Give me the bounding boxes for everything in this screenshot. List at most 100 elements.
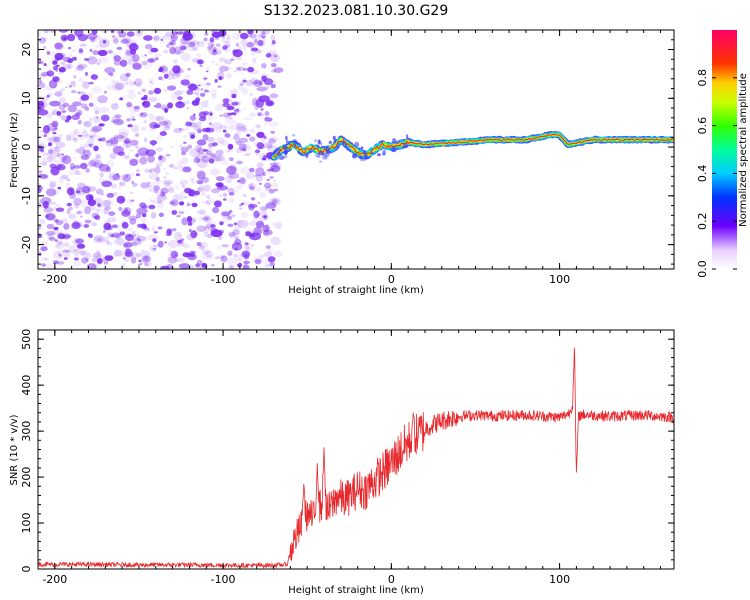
noise-blob: [251, 244, 255, 247]
noise-blob: [109, 137, 119, 145]
noise-blob: [249, 232, 261, 241]
noise-blob: [165, 154, 171, 157]
noise-blob: [137, 91, 142, 95]
noise-blob: [266, 169, 272, 174]
noise-blob: [163, 119, 172, 128]
colorbar-tick-label: 0.2: [696, 212, 709, 230]
noise-blob: [87, 233, 92, 237]
noise-blob: [195, 154, 203, 161]
noise-blob: [101, 239, 110, 244]
noise-blob: [142, 225, 147, 230]
snr-ylabel: SNR (10 * v/v): [9, 414, 20, 485]
noise-blob: [235, 42, 240, 47]
noise-blob: [172, 71, 181, 80]
noise-blob: [93, 235, 104, 243]
noise-blob: [198, 241, 209, 249]
noise-blob: [181, 217, 188, 226]
noise-blob: [150, 30, 160, 33]
noise-blob: [272, 198, 279, 204]
noise-blob: [65, 182, 70, 187]
noise-blob: [155, 162, 163, 168]
noise-blob: [43, 30, 50, 34]
noise-blob: [70, 162, 75, 170]
noise-blob: [77, 77, 84, 83]
noise-blob: [215, 128, 222, 133]
noise-blob: [226, 150, 229, 153]
ridge-blob: [391, 149, 397, 153]
snr-xtick-label: -100: [211, 573, 236, 586]
noise-blob: [137, 238, 141, 241]
noise-blob: [88, 102, 94, 107]
noise-blob: [78, 146, 86, 155]
noise-blob: [163, 49, 169, 54]
noise-blob: [255, 174, 263, 182]
noise-blob: [79, 250, 87, 256]
noise-blob: [94, 198, 102, 204]
ridge-blob: [328, 140, 333, 145]
noise-blob: [243, 67, 248, 71]
noise-blob: [75, 210, 81, 216]
noise-blob: [55, 240, 65, 249]
noise-blob: [180, 238, 184, 241]
colorbar-tick-label: 0.0: [696, 260, 709, 278]
noise-blob: [71, 90, 77, 94]
noise-blob: [221, 214, 231, 224]
ridge-blob: [316, 155, 321, 158]
noise-blob: [149, 81, 152, 84]
noise-blob: [213, 47, 217, 51]
noise-blob: [197, 84, 201, 87]
noise-blob: [76, 65, 85, 72]
noise-blob: [111, 35, 116, 38]
noise-blob: [40, 37, 48, 41]
noise-blob: [236, 219, 244, 226]
noise-blob: [181, 185, 186, 188]
noise-blob: [166, 73, 175, 80]
noise-blob: [180, 79, 190, 86]
noise-blob: [84, 133, 92, 139]
noise-blob: [247, 30, 254, 35]
noise-blob: [92, 162, 104, 168]
noise-blob: [211, 30, 218, 34]
noise-blob: [68, 135, 78, 142]
noise-blob: [202, 216, 210, 221]
noise-blob: [110, 138, 118, 147]
spectrogram-frame: [37, 29, 675, 270]
noise-blob: [111, 115, 121, 123]
noise-blob: [255, 213, 261, 217]
noise-blob: [92, 255, 98, 262]
noise-blob: [95, 154, 101, 159]
noise-blob: [116, 173, 119, 176]
noise-blob: [260, 108, 264, 111]
noise-blob: [48, 148, 53, 155]
noise-blob: [215, 103, 224, 111]
noise-blob: [236, 57, 243, 61]
noise-blob: [76, 210, 83, 214]
noise-blob: [174, 84, 177, 87]
noise-blob: [238, 258, 242, 261]
noise-blob: [42, 152, 48, 157]
noise-blob: [130, 80, 136, 87]
noise-blob: [168, 186, 175, 193]
noise-blob: [232, 49, 237, 54]
noise-blob: [134, 233, 141, 238]
noise-blob: [267, 256, 276, 263]
noise-blob: [243, 116, 249, 121]
noise-blob: [236, 66, 241, 71]
noise-blob: [243, 107, 247, 110]
noise-blob: [140, 250, 151, 259]
noise-blob: [92, 50, 99, 56]
noise-blob: [146, 184, 152, 188]
noise-blob: [197, 158, 208, 169]
noise-blob: [135, 173, 140, 177]
noise-blob: [105, 139, 114, 147]
noise-blob: [196, 180, 204, 185]
noise-blob: [154, 166, 161, 174]
noise-blob: [213, 200, 222, 208]
noise-blob: [270, 63, 277, 68]
noise-blob: [231, 214, 236, 217]
noise-blob: [103, 260, 109, 265]
noise-blob: [140, 249, 145, 252]
noise-blob: [209, 113, 212, 117]
noise-blob: [40, 161, 48, 166]
noise-blob: [207, 254, 214, 260]
